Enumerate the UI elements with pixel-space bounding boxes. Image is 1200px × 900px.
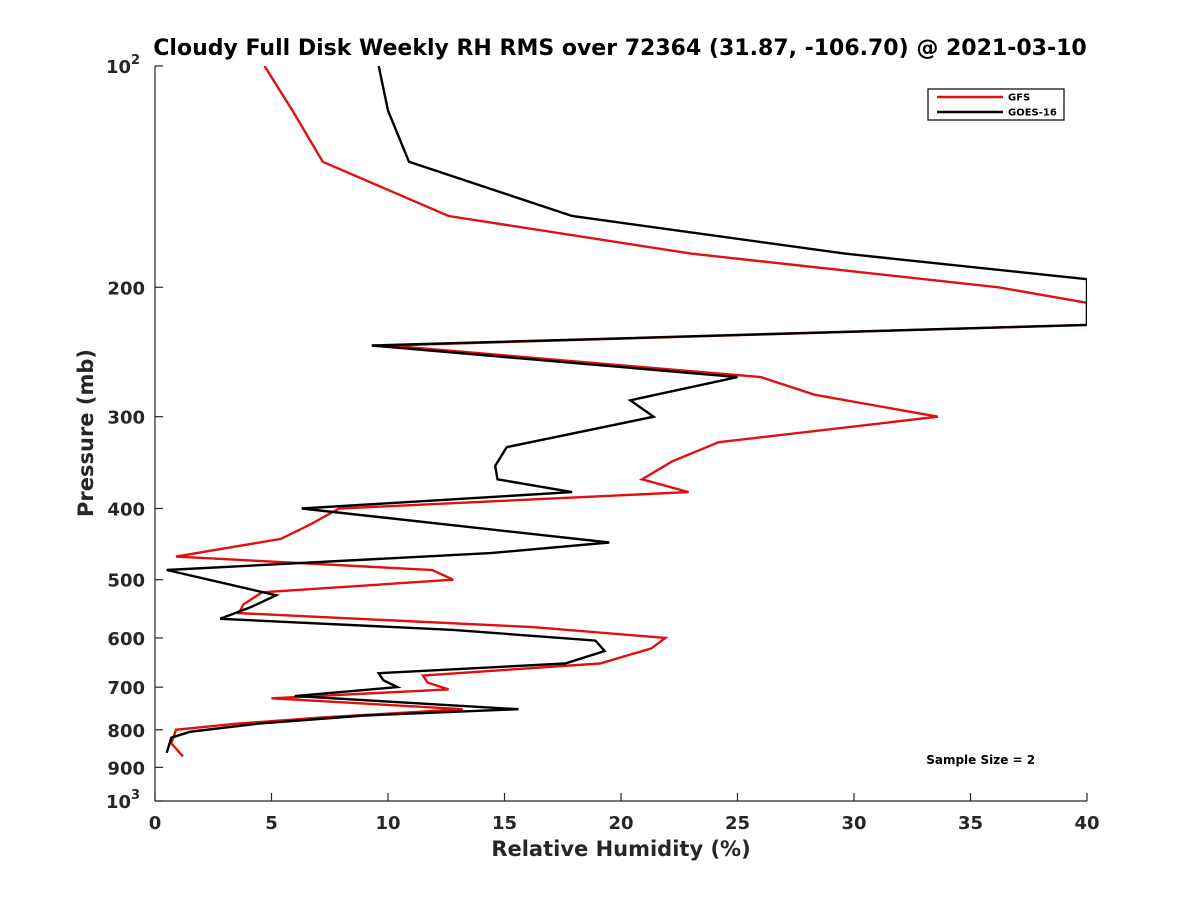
x-tick-label: 15 [492,813,517,834]
y-tick-label-exponent: 3 [131,788,140,803]
sample-size-annotation: Sample Size = 2 [926,753,1035,767]
y-tick-label-exponent: 2 [131,53,140,68]
y-tick-label: 200 [107,278,145,299]
y-tick-label: 10 3 [106,788,140,813]
x-tick-label: 5 [265,813,278,834]
x-tick-label: 0 [149,813,162,834]
x-axis-title: Relative Humidity (%) [491,837,750,861]
chart-title: Cloudy Full Disk Weekly RH RMS over 7236… [153,36,1086,61]
legend-box [927,88,1065,121]
x-tick-label: 20 [608,813,633,834]
legend-label: GOES-16 [1008,108,1057,119]
annotations: Sample Size = 2 [926,753,1035,767]
x-ticks: 0 5 10 15 20 25 30 35 40 [149,793,1100,834]
y-tick-label: 400 [107,500,145,521]
legend-label: GFS [1008,93,1030,104]
series-line-gfs [169,66,1087,758]
y-axis-title: Pressure (mb) [74,349,98,517]
x-tick-label: 40 [1074,813,1099,834]
y-tick-label-base: 10 [106,792,131,813]
series-layer [165,66,1087,758]
series-line-goes-16 [165,66,1087,754]
x-tick-label: 30 [841,813,866,834]
y-tick-label: 900 [107,758,145,779]
x-tick-label: 10 [375,813,400,834]
y-tick-label: 700 [107,678,145,699]
y-tick-label: 800 [107,721,145,742]
y-tick-label: 300 [107,408,145,429]
y-tick-label: 600 [107,629,145,650]
legend: GFS GOES-16 [927,88,1065,121]
x-tick-label: 25 [725,813,750,834]
y-tick-label-base: 10 [106,57,131,78]
x-tick-label: 35 [958,813,983,834]
y-tick-label: 10 2 [106,53,140,78]
y-tick-label: 500 [107,571,145,592]
